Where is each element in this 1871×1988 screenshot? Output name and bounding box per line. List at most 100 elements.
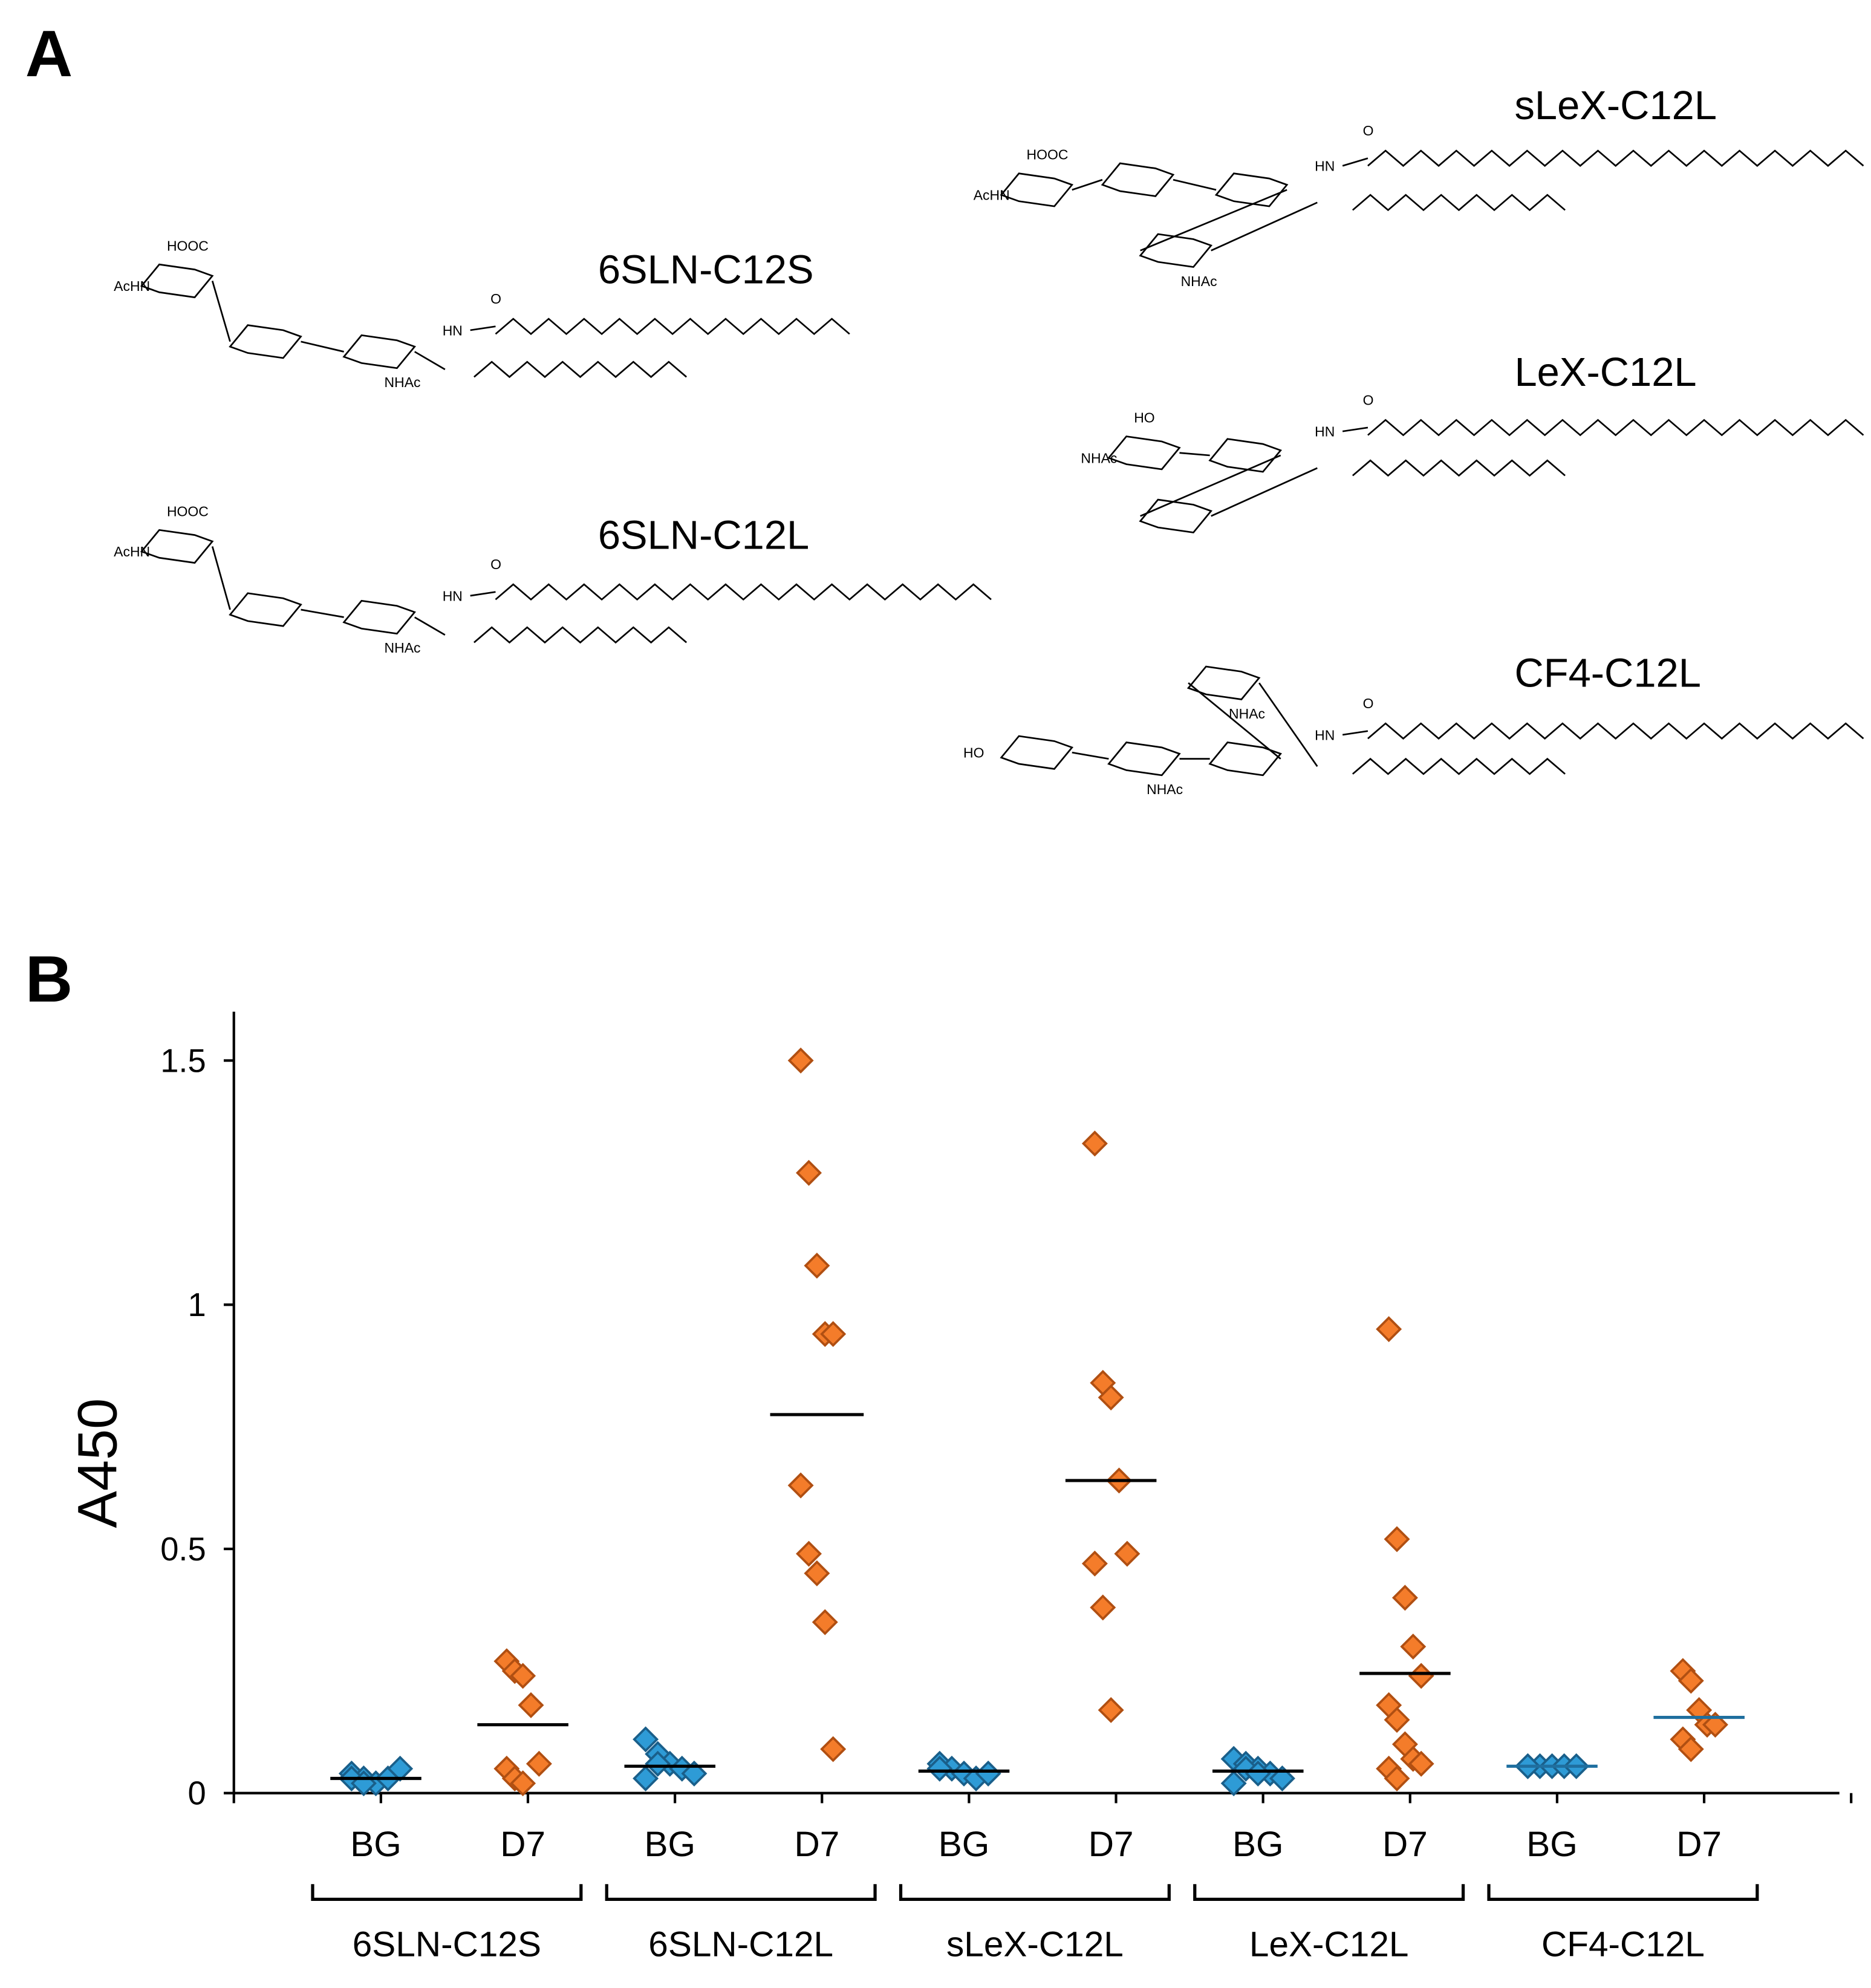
bond (414, 351, 446, 370)
data-point (1220, 1770, 1247, 1797)
bond (1173, 178, 1217, 191)
sugar-ring (1208, 741, 1282, 777)
data-point (1114, 1540, 1140, 1567)
atom-label: NHAc (385, 374, 421, 390)
atom-label: HN (1315, 158, 1335, 174)
group-bracket (605, 1884, 877, 1901)
data-point (518, 1692, 544, 1718)
sugar-ring (1139, 498, 1213, 533)
x-tick-label: BG (645, 1825, 696, 1864)
structure-name: 6SLN-C12S (598, 247, 814, 293)
bond (1342, 730, 1368, 736)
bond (1140, 189, 1287, 252)
group-label: 6SLN-C12L (648, 1924, 833, 1964)
sugar-ring (342, 599, 416, 635)
bond (1211, 467, 1318, 517)
x-tick-label: D7 (795, 1825, 840, 1864)
sugar-ring (1000, 735, 1074, 770)
sugar-ring (140, 263, 214, 299)
bond (1342, 157, 1368, 167)
atom-label: HOOC (167, 238, 209, 253)
atom-label: AcHN (114, 544, 150, 559)
bond (1258, 682, 1318, 767)
atom-label: O (1363, 123, 1374, 139)
x-tick-label: D7 (500, 1825, 545, 1864)
structure-name: sLeX-C12L (1514, 83, 1717, 128)
lipid-chain (473, 360, 688, 379)
data-point (1090, 1594, 1116, 1621)
group-label: LeX-C12L (1249, 1924, 1409, 1964)
x-tick-label: BG (1232, 1825, 1284, 1864)
data-point (820, 1736, 847, 1762)
bond (470, 325, 496, 331)
bond (1140, 454, 1281, 517)
data-point (526, 1750, 552, 1777)
sugar-ring (229, 324, 302, 359)
data-point (1376, 1316, 1402, 1343)
atom-label: HN (1315, 727, 1335, 743)
atom-label: AcHN (114, 278, 150, 294)
data-point (387, 1755, 414, 1782)
bond (1072, 751, 1109, 760)
bond (1342, 426, 1368, 432)
data-point (1391, 1585, 1418, 1611)
lipid-chain (1352, 757, 1566, 775)
x-tick-label: BG (939, 1825, 990, 1864)
group-bracket (899, 1884, 1171, 1901)
atom-label: O (1363, 696, 1374, 711)
sugar-ring (229, 592, 302, 627)
data-point (820, 1321, 847, 1348)
data-point (1384, 1526, 1410, 1553)
lipid-chain (1352, 194, 1566, 212)
lipid-chain (495, 318, 850, 336)
data-point (812, 1609, 838, 1635)
x-tick-label: D7 (1088, 1825, 1134, 1864)
structure-name: CF4-C12L (1514, 650, 1700, 696)
lipid-chain (1367, 419, 1864, 437)
y-tick-label: 0 (188, 1775, 206, 1812)
bond (211, 546, 231, 610)
data-point (645, 1750, 671, 1777)
y-tick-label: 0.5 (160, 1531, 206, 1568)
atom-label: HN (1315, 424, 1335, 440)
lipid-chain (1352, 459, 1566, 477)
sugar-ring (1101, 162, 1175, 197)
sugar-ring (342, 334, 416, 370)
data-point (1677, 1667, 1704, 1694)
bond (470, 591, 496, 597)
atom-label: HN (443, 322, 463, 338)
sugar-ring (1107, 435, 1181, 471)
group-label: 6SLN-C12S (353, 1924, 541, 1964)
sugar-ring (1214, 172, 1289, 207)
group-bracket (1193, 1884, 1465, 1901)
atom-label: NHAc (1181, 273, 1217, 289)
data-point (1098, 1696, 1124, 1723)
y-tick-label: 1 (188, 1286, 206, 1323)
data-point (1408, 1663, 1434, 1689)
data-point (1081, 1550, 1108, 1577)
sugar-ring (1139, 233, 1213, 268)
data-point (804, 1253, 830, 1279)
atom-label: HN (443, 588, 463, 604)
group-bracket (1487, 1884, 1759, 1901)
y-axis-label: A450 (67, 1398, 128, 1528)
data-point (787, 1048, 814, 1074)
bond (301, 341, 344, 353)
bond (211, 281, 231, 342)
bond (1188, 682, 1281, 760)
data-point (804, 1560, 830, 1586)
bond (1179, 452, 1210, 457)
atom-label: HO (1134, 410, 1154, 426)
data-point (796, 1540, 822, 1567)
data-point (1384, 1765, 1410, 1791)
group-bracket (311, 1884, 583, 1901)
structure-name: LeX-C12L (1514, 350, 1696, 395)
sugar-ring (1107, 741, 1181, 777)
data-point (1098, 1384, 1124, 1411)
data-point (510, 1663, 536, 1689)
panel-label: A (25, 18, 73, 91)
lipid-chain (1367, 722, 1864, 740)
lipid-chain (495, 583, 992, 601)
atom-label: NHAc (1229, 706, 1265, 722)
